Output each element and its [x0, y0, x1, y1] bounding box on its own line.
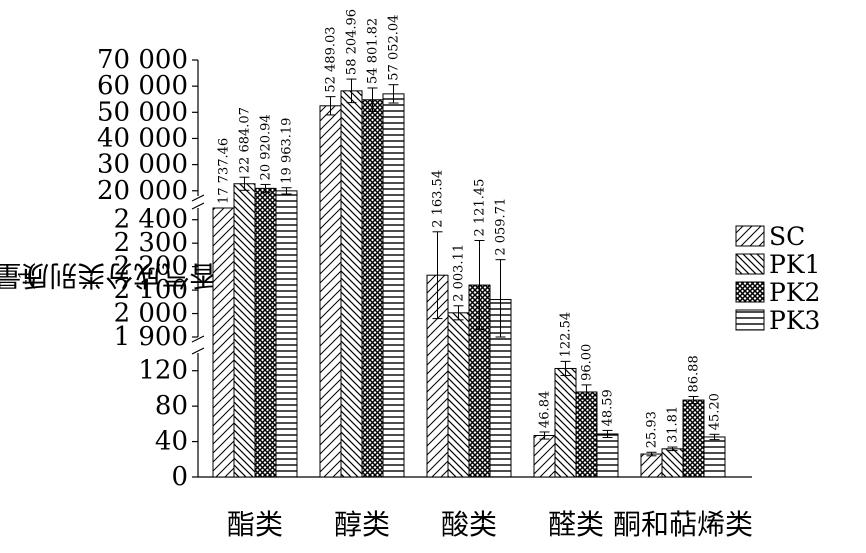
bar	[661, 448, 684, 478]
bar	[575, 391, 598, 478]
legend-swatch	[735, 281, 765, 303]
bar	[703, 436, 726, 478]
y-tick-label: 2 200	[114, 252, 188, 282]
bar	[382, 93, 405, 478]
data-label: 46.84	[538, 391, 553, 428]
legend-label: PK3	[769, 305, 821, 335]
x-tick-label: 酮和萜烯类	[613, 508, 753, 541]
legend-item: PK2	[735, 277, 821, 307]
y-tick-label: 1 900	[114, 322, 188, 352]
data-label: 2 163.54	[431, 170, 446, 228]
y-tick-label: 50 000	[97, 97, 188, 127]
y-tick-label: 2 300	[114, 228, 188, 258]
axis-break-mark	[191, 335, 205, 343]
bar	[340, 90, 363, 478]
data-label: 22 684.07	[238, 107, 253, 173]
y-tick-label: 70 000	[97, 45, 188, 75]
y-tick-label: 2 400	[114, 205, 188, 235]
bar	[596, 433, 619, 478]
legend-swatch	[735, 309, 765, 331]
y-tick-label: 30 000	[97, 150, 188, 180]
bar	[254, 187, 277, 478]
data-label: 58 204.96	[345, 9, 360, 75]
data-label: 54 801.82	[366, 18, 381, 84]
legend-item: SC	[735, 221, 820, 251]
y-tick-label: 20 000	[97, 176, 188, 206]
legend-label: SC	[769, 221, 806, 251]
x-tick-label: 醇类	[334, 508, 390, 541]
y-tick-label: 80	[155, 391, 188, 421]
data-label: 17 737.46	[217, 138, 232, 204]
data-label: 48.59	[601, 389, 616, 426]
y-tick-label: 120	[138, 356, 188, 386]
data-label: 2 003.11	[452, 244, 467, 302]
x-tick-label: 酸类	[441, 508, 497, 541]
bar	[533, 435, 556, 478]
data-label: 2 121.45	[473, 179, 488, 237]
x-tick-label: 醛类	[548, 508, 604, 541]
bar	[275, 190, 298, 478]
legend-item: PK3	[735, 305, 821, 335]
data-label: 96.00	[580, 344, 595, 381]
axis-break-mark	[191, 202, 205, 210]
legend-swatch	[735, 253, 765, 275]
bar	[233, 183, 256, 478]
data-label: 2 059.71	[494, 198, 509, 256]
bar	[682, 399, 705, 478]
y-tick-label: 0	[171, 462, 188, 492]
data-label: 45.20	[708, 393, 723, 430]
bar	[361, 99, 384, 478]
data-label: 57 052.04	[387, 15, 402, 81]
legend-label: PK1	[769, 249, 821, 279]
y-tick-label: 2 000	[114, 299, 188, 329]
legend-label: PK2	[769, 277, 821, 307]
y-tick-label: 40	[155, 427, 188, 457]
data-label: 52 489.03	[324, 26, 339, 92]
y-tick-label: 2 100	[114, 275, 188, 305]
x-tick-label: 酯类	[227, 508, 283, 541]
y-tick-label: 60 000	[97, 71, 188, 101]
bar	[640, 453, 663, 478]
legend: SC PK1 PK2 PK3	[735, 221, 821, 335]
bar	[447, 312, 470, 478]
data-label: 19 963.19	[280, 118, 295, 184]
data-label: 25.93	[645, 411, 660, 448]
data-label: 20 920.94	[259, 114, 274, 180]
axis-break-mark	[191, 194, 205, 202]
legend-swatch	[735, 225, 765, 247]
data-label: 122.54	[559, 312, 574, 358]
data-label: 31.81	[666, 406, 681, 443]
y-tick-label: 40 000	[97, 123, 188, 153]
bar	[554, 367, 577, 478]
legend-item: PK1	[735, 249, 821, 279]
axis-break-mark	[191, 347, 205, 355]
data-label: 86.88	[687, 355, 702, 392]
bar	[319, 105, 342, 478]
bar	[212, 207, 235, 478]
